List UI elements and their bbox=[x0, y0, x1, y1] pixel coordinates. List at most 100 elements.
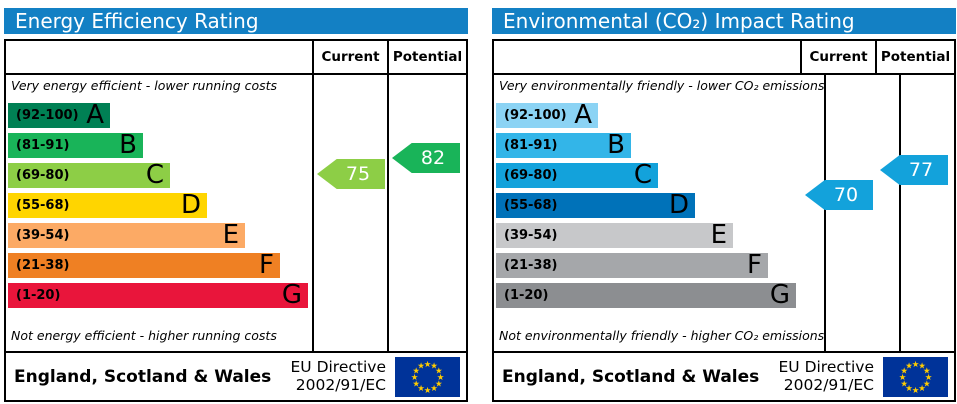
column-header-current: Current bbox=[800, 41, 875, 73]
svg-text:★: ★ bbox=[424, 359, 432, 369]
svg-text:★: ★ bbox=[900, 379, 908, 389]
band-range-label: (69-80) bbox=[504, 168, 558, 183]
band-row: (55-68) D bbox=[8, 190, 207, 220]
svg-text:★: ★ bbox=[905, 361, 913, 371]
panel-environmental-impact: Environmental (CO₂) Impact Rating Curren… bbox=[492, 8, 956, 402]
svg-text:★: ★ bbox=[900, 366, 908, 376]
table-header-row: Current Potential bbox=[6, 41, 466, 75]
chart-body: Very energy efficient - lower running co… bbox=[6, 75, 466, 351]
band-range-label: (55-68) bbox=[16, 198, 70, 213]
current-column bbox=[824, 75, 899, 351]
band-range-label: (81-91) bbox=[504, 138, 558, 153]
band-range-label: (92-100) bbox=[16, 108, 79, 123]
band-row: (1-20) G bbox=[8, 280, 308, 310]
table-header-row: Current Potential bbox=[494, 41, 954, 75]
column-header-current: Current bbox=[312, 41, 387, 73]
svg-text:★: ★ bbox=[430, 384, 438, 394]
svg-text:★: ★ bbox=[923, 379, 931, 389]
rating-table: Current Potential Very energy efficient … bbox=[4, 39, 468, 402]
band-row: (81-91) B bbox=[8, 130, 143, 160]
svg-text:★: ★ bbox=[412, 379, 420, 389]
header-blank-cell bbox=[494, 41, 800, 73]
column-header-potential: Potential bbox=[875, 41, 954, 73]
band-range-label: (1-20) bbox=[504, 288, 549, 303]
band-letter: C bbox=[633, 160, 652, 190]
panel-title-bar: Environmental (CO₂) Impact Rating bbox=[492, 8, 956, 34]
band-range-label: (21-38) bbox=[16, 258, 70, 273]
band-letter: F bbox=[747, 250, 762, 280]
svg-text:★: ★ bbox=[912, 385, 920, 395]
band-row: (55-68) D bbox=[496, 190, 695, 220]
svg-text:★: ★ bbox=[923, 366, 931, 376]
band-row: (21-38) F bbox=[8, 250, 280, 280]
panel-title: Energy Efficiency Rating bbox=[15, 9, 259, 33]
svg-text:★: ★ bbox=[437, 372, 445, 382]
svg-text:★: ★ bbox=[412, 366, 420, 376]
band-range-label: (21-38) bbox=[504, 258, 558, 273]
band-letter: D bbox=[180, 190, 201, 220]
region-label: England, Scotland & Wales bbox=[14, 366, 272, 387]
eu-directive-line2: 2002/91/EC bbox=[783, 375, 874, 394]
band-letter: F bbox=[259, 250, 274, 280]
top-note: Very energy efficient - lower running co… bbox=[11, 78, 278, 93]
eu-directive-label: EU Directive 2002/91/EC bbox=[778, 357, 875, 395]
band-range-label: (39-54) bbox=[16, 228, 70, 243]
eu-directive-label: EU Directive 2002/91/EC bbox=[290, 357, 387, 395]
column-header-potential: Potential bbox=[387, 41, 466, 73]
band-range-label: (39-54) bbox=[504, 228, 558, 243]
band-letter: D bbox=[668, 190, 689, 220]
band-letter: E bbox=[222, 220, 239, 250]
potential-column bbox=[899, 75, 957, 351]
band-letter: G bbox=[281, 280, 302, 310]
table-footer: England, Scotland & Wales EU Directive 2… bbox=[6, 351, 466, 400]
svg-text:★: ★ bbox=[411, 372, 419, 382]
panel-title-bar: Energy Efficiency Rating bbox=[4, 8, 468, 34]
svg-text:★: ★ bbox=[430, 361, 438, 371]
band-chart: Very energy efficient - lower running co… bbox=[6, 75, 312, 351]
svg-text:★: ★ bbox=[435, 379, 443, 389]
band-letter: A bbox=[574, 100, 592, 130]
panel-energy-efficiency: Energy Efficiency Rating Current Potenti… bbox=[4, 8, 468, 402]
svg-text:★: ★ bbox=[918, 361, 926, 371]
potential-column bbox=[387, 75, 466, 351]
svg-text:★: ★ bbox=[424, 385, 432, 395]
band-list: (92-100) A (81-91) B (69-80) C (55-68) D (39… bbox=[494, 100, 824, 310]
current-rating-value: 70 bbox=[833, 184, 859, 206]
bottom-note: Not energy efficient - higher running co… bbox=[11, 328, 277, 343]
svg-text:★: ★ bbox=[899, 372, 907, 382]
eu-directive-line2: 2002/91/EC bbox=[295, 375, 386, 394]
band-row: (21-38) F bbox=[496, 250, 768, 280]
band-row: (81-91) B bbox=[496, 130, 631, 160]
eu-flag-icon: ★★★★★★★★★★★★ bbox=[883, 356, 948, 397]
region-label: England, Scotland & Wales bbox=[502, 366, 760, 387]
band-letter: A bbox=[86, 100, 104, 130]
band-row: (92-100) A bbox=[496, 100, 598, 130]
svg-text:★: ★ bbox=[905, 384, 913, 394]
band-chart: Very environmentally friendly - lower CO… bbox=[494, 75, 824, 351]
band-range-label: (55-68) bbox=[504, 198, 558, 213]
eu-directive-line1: EU Directive bbox=[290, 357, 387, 376]
potential-rating-value: 82 bbox=[420, 147, 446, 169]
band-list: (92-100) A (81-91) B (69-80) C (55-68) D (39… bbox=[6, 100, 312, 310]
current-column bbox=[312, 75, 387, 351]
band-letter: B bbox=[607, 130, 625, 160]
svg-text:★: ★ bbox=[417, 361, 425, 371]
table-footer: England, Scotland & Wales EU Directive 2… bbox=[494, 351, 954, 400]
eu-directive-line1: EU Directive bbox=[778, 357, 875, 376]
potential-rating-value: 77 bbox=[908, 159, 934, 181]
svg-text:★: ★ bbox=[417, 384, 425, 394]
chart-body: Very environmentally friendly - lower CO… bbox=[494, 75, 954, 351]
band-letter: E bbox=[710, 220, 727, 250]
band-letter: B bbox=[119, 130, 137, 160]
band-letter: C bbox=[145, 160, 164, 190]
band-range-label: (81-91) bbox=[16, 138, 70, 153]
band-letter: G bbox=[769, 280, 790, 310]
current-rating-value: 75 bbox=[345, 163, 371, 185]
svg-text:★: ★ bbox=[912, 359, 920, 369]
panel-title: Environmental (CO₂) Impact Rating bbox=[503, 9, 855, 33]
eu-flag-icon: ★★★★★★★★★★★★ bbox=[395, 356, 460, 397]
svg-text:★: ★ bbox=[435, 366, 443, 376]
band-range-label: (69-80) bbox=[16, 168, 70, 183]
band-row: (69-80) C bbox=[8, 160, 170, 190]
